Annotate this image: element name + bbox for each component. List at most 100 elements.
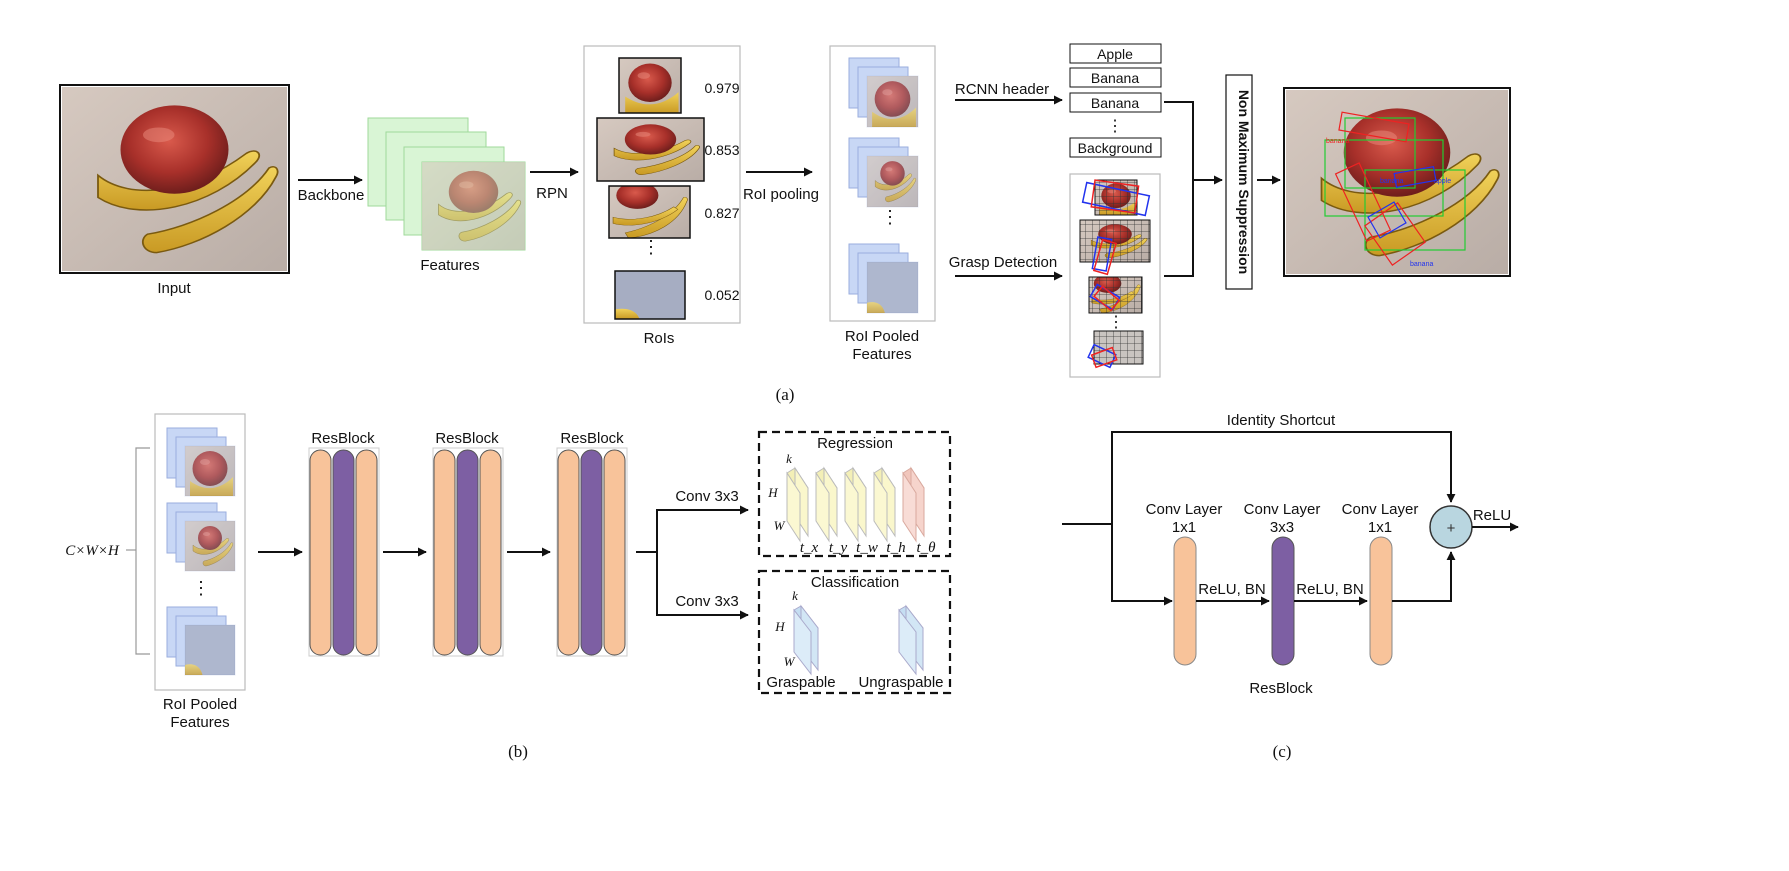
cls-axis-h: H bbox=[774, 619, 785, 634]
conv2-label-line2: 3x3 bbox=[1270, 519, 1294, 536]
reg-block-ttheta bbox=[902, 466, 925, 543]
conv2-layer bbox=[1271, 536, 1295, 666]
conv1-label-line2: 1x1 bbox=[1172, 519, 1196, 536]
classification-head: Classification k H W Graspable Ungraspab… bbox=[757, 569, 952, 695]
score-1: 0.979 bbox=[704, 80, 739, 96]
pooled-label-line2: Features bbox=[852, 346, 911, 363]
graspable-label: Graspable bbox=[766, 674, 835, 691]
class-box-background-label: Background bbox=[1078, 140, 1153, 156]
rois-panel: ⋮ 0.979 0.853 0.827 0.052 bbox=[583, 45, 741, 324]
grasp-vdots: ⋮ bbox=[1108, 314, 1124, 331]
b-branch-bottom bbox=[656, 552, 749, 620]
input-label: Input bbox=[157, 280, 191, 297]
cls-block-graspable bbox=[793, 604, 819, 676]
reg-axis-h: H bbox=[767, 485, 778, 500]
cls-block-ungraspable bbox=[898, 604, 924, 676]
score-4: 0.052 bbox=[704, 287, 739, 303]
conv-top-label: Conv 3x3 bbox=[675, 488, 738, 505]
conv3-layer bbox=[1369, 536, 1393, 666]
input-dimension: C×W×H bbox=[65, 543, 120, 559]
reg-param-th: t_h bbox=[886, 540, 905, 556]
reg-param-tw: t_w bbox=[856, 540, 878, 556]
caption-a: (a) bbox=[776, 385, 795, 404]
conv1-label-line1: Conv Layer bbox=[1146, 501, 1223, 518]
c-resblock-label: ResBlock bbox=[1249, 680, 1313, 697]
roi-pooled-panel: ⋮ bbox=[829, 45, 936, 322]
score-3: 0.827 bbox=[704, 205, 739, 221]
resblock-3: ResBlock bbox=[556, 430, 628, 657]
reg-block-tx bbox=[786, 466, 809, 543]
class-box-list: Apple Banana Banana ⋮ Background bbox=[1069, 43, 1162, 158]
pooled-vdots: ⋮ bbox=[881, 207, 899, 227]
dimension-bracket bbox=[135, 447, 150, 655]
resblock-2: ResBlock bbox=[432, 430, 504, 657]
reg-block-th bbox=[873, 466, 896, 543]
conv1-layer bbox=[1173, 536, 1197, 666]
nms-box bbox=[1225, 74, 1253, 290]
class-box-banana-2 bbox=[1069, 92, 1162, 113]
backbone-label: Backbone bbox=[298, 187, 365, 204]
result-label-3: banana bbox=[1380, 178, 1403, 185]
c-to-sum-path bbox=[1392, 551, 1456, 602]
feature-stack bbox=[367, 117, 526, 251]
rois-vdots: ⋮ bbox=[642, 237, 660, 257]
grasp-panel: ⋮ bbox=[1069, 173, 1161, 378]
input-image bbox=[59, 84, 290, 274]
rcnn-header-label: RCNN header bbox=[955, 81, 1049, 98]
b-pooled-label-line2: Features bbox=[170, 714, 229, 731]
panel-b: C×W×H ⋮ RoI Pooled Features ResBlock bbox=[65, 413, 952, 761]
regression-head: Regression k H W bbox=[757, 430, 952, 558]
nms-label: Non Maximum Suppression bbox=[1236, 90, 1252, 274]
panel-c: Identity Shortcut Conv Layer 1x1 ReLU, B… bbox=[1062, 412, 1519, 761]
class-box-background bbox=[1069, 137, 1162, 158]
relu-output-label: ReLU bbox=[1473, 507, 1511, 524]
reg-block-ty bbox=[815, 466, 838, 543]
b-pooled-panel: ⋮ bbox=[154, 413, 246, 691]
c-to-conv1-path bbox=[1111, 524, 1173, 606]
cls-axis-k: k bbox=[792, 588, 798, 603]
result-image: banana apple banana banana bbox=[1283, 87, 1511, 277]
class-box-vdots: ⋮ bbox=[1107, 118, 1123, 135]
b-branch-top bbox=[656, 505, 749, 552]
panel-a: Input Backbone Features RPN ⋮ bbox=[59, 43, 1511, 404]
reg-block-tw bbox=[844, 466, 867, 543]
result-label-1: banana bbox=[1326, 138, 1349, 145]
rois-label: RoIs bbox=[644, 330, 675, 347]
conv3-label-line1: Conv Layer bbox=[1342, 501, 1419, 518]
reg-param-ttheta: t_θ bbox=[916, 540, 936, 556]
class-box-apple bbox=[1069, 43, 1162, 64]
reg-param-tx: t_x bbox=[800, 540, 819, 556]
class-box-apple-label: Apple bbox=[1097, 46, 1133, 62]
reg-axis-k: k bbox=[786, 451, 792, 466]
result-label-2: apple bbox=[1434, 178, 1451, 185]
resblock-3-label: ResBlock bbox=[560, 430, 624, 447]
rpn-label: RPN bbox=[536, 185, 568, 202]
class-box-banana-1-label: Banana bbox=[1091, 70, 1139, 86]
score-2: 0.853 bbox=[704, 142, 739, 158]
b-pooled-label-line1: RoI Pooled bbox=[163, 696, 237, 713]
reg-axis-w: W bbox=[774, 518, 786, 533]
conv2-label-line1: Conv Layer bbox=[1244, 501, 1321, 518]
identity-shortcut-label: Identity Shortcut bbox=[1227, 412, 1336, 429]
cls-axis-w: W bbox=[784, 654, 796, 669]
result-label-4: banana bbox=[1410, 261, 1433, 268]
roi-pooling-label: RoI pooling bbox=[743, 186, 819, 203]
merge-line-top bbox=[1164, 101, 1194, 180]
features-label: Features bbox=[420, 257, 479, 274]
b-pooled-vdots: ⋮ bbox=[192, 578, 210, 598]
regression-title: Regression bbox=[817, 435, 893, 452]
class-box-banana-2-label: Banana bbox=[1091, 95, 1139, 111]
conv3-label-line2: 1x1 bbox=[1368, 519, 1392, 536]
class-box-banana-1 bbox=[1069, 67, 1162, 88]
resblock-1: ResBlock bbox=[308, 430, 380, 657]
resblock-2-label: ResBlock bbox=[435, 430, 499, 447]
identity-shortcut-path bbox=[1111, 431, 1456, 524]
reg-param-ty: t_y bbox=[829, 540, 848, 556]
grasp-detection-label: Grasp Detection bbox=[949, 254, 1057, 271]
conv-bottom-label: Conv 3x3 bbox=[675, 593, 738, 610]
caption-c: (c) bbox=[1273, 742, 1292, 761]
merge-line-bottom bbox=[1164, 180, 1194, 277]
relu-bn-1-label: ReLU, BN bbox=[1198, 581, 1266, 598]
